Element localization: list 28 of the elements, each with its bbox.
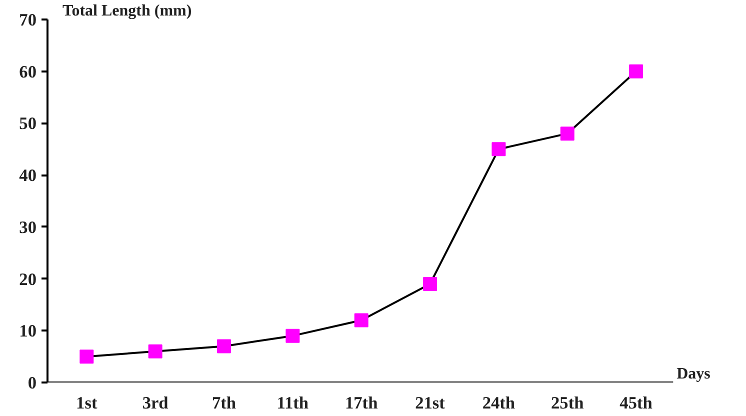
y-tick-label: 70 <box>19 10 36 30</box>
point <box>80 350 94 364</box>
x-tick-label: 7th <box>212 394 236 412</box>
y-tick-label: 10 <box>19 322 36 341</box>
y-tick-label: 20 <box>19 270 36 289</box>
point <box>286 328 300 343</box>
x-tick-label: 1st <box>76 394 98 412</box>
x-tick-label: 45th <box>620 394 653 412</box>
y-tick-label: 50 <box>19 114 36 134</box>
y-tick-label: 60 <box>19 62 36 82</box>
point <box>492 142 506 156</box>
y-tick-label: 40 <box>19 166 36 186</box>
point <box>560 126 574 141</box>
x-axis-title: Days <box>676 366 710 382</box>
x-tick-label: 21st <box>415 394 446 412</box>
y-tick-label: 30 <box>19 218 36 237</box>
point <box>354 313 368 328</box>
point <box>216 339 231 354</box>
x-tick-label: 24th <box>482 394 516 412</box>
point <box>148 344 162 358</box>
point <box>629 64 644 78</box>
point <box>423 276 438 291</box>
y-axis-title: Total Length (mm) <box>62 2 192 20</box>
x-tick-label: 25th <box>551 394 584 412</box>
x-tick-label: 3rd <box>142 394 169 412</box>
x-tick-label: 17th <box>344 394 378 412</box>
y-tick-label: 0 <box>28 374 37 392</box>
x-tick-label: 11th <box>276 394 309 412</box>
